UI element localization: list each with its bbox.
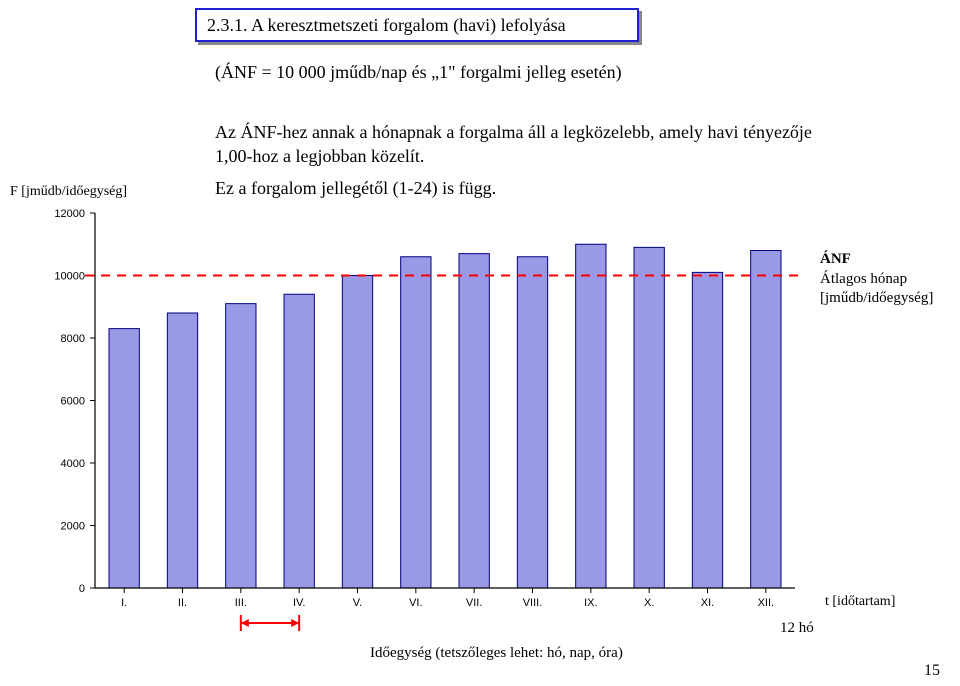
svg-text:III.: III. — [235, 597, 247, 609]
svg-text:XI.: XI. — [701, 597, 714, 609]
svg-text:I.: I. — [121, 597, 127, 609]
svg-text:IV.: IV. — [293, 597, 305, 609]
paragraph-1: Az ÁNF-hez annak a hónapnak a forgalma á… — [215, 120, 835, 169]
anf-side-label: ÁNF Átlagos hónap [jműdb/időegység] — [820, 250, 933, 309]
svg-text:VI.: VI. — [409, 597, 422, 609]
bottom-caption: Időegység (tetszőleges lehet: hó, nap, ó… — [370, 645, 623, 662]
subtitle: (ÁNF = 10 000 jműdb/nap és „1" forgalmi … — [215, 62, 622, 83]
svg-text:12000: 12000 — [54, 208, 85, 220]
twelve-months-label: 12 hó — [780, 620, 814, 637]
svg-text:6000: 6000 — [61, 396, 85, 408]
paragraph-2: Ez a forgalom jellegétől (1-24) is függ. — [215, 178, 496, 199]
title-box: 2.3.1. A keresztmetszeti forgalom (havi)… — [195, 8, 639, 42]
svg-text:2000: 2000 — [61, 521, 85, 533]
unit-label: [jműdb/időegység] — [820, 290, 933, 306]
svg-text:X.: X. — [644, 597, 654, 609]
y-axis-label: F [jműdb/időegység] — [10, 184, 127, 200]
page-number: 15 — [924, 662, 940, 680]
svg-text:V.: V. — [353, 597, 362, 609]
anf-label: ÁNF — [820, 251, 851, 267]
x-axis-label: t [időtartam] — [825, 594, 895, 610]
svg-text:II.: II. — [178, 597, 187, 609]
svg-text:XII.: XII. — [758, 597, 775, 609]
svg-text:VII.: VII. — [466, 597, 483, 609]
avg-month-label: Átlagos hónap — [820, 271, 907, 287]
svg-text:0: 0 — [79, 583, 85, 595]
svg-text:10000: 10000 — [54, 271, 85, 283]
svg-text:VIII.: VIII. — [523, 597, 543, 609]
svg-text:IX.: IX. — [584, 597, 597, 609]
svg-text:4000: 4000 — [61, 458, 85, 470]
bar-chart: 0 2000 4000 6000 8000 10000 12000 I. II. III. IV. V… — [40, 208, 810, 638]
svg-text:8000: 8000 — [61, 333, 85, 345]
title-text: 2.3.1. A keresztmetszeti forgalom (havi)… — [207, 15, 566, 36]
